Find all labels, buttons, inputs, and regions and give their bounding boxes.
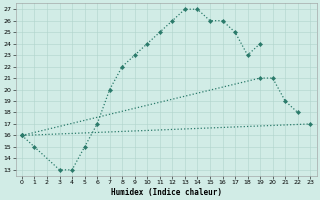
- X-axis label: Humidex (Indice chaleur): Humidex (Indice chaleur): [111, 188, 221, 197]
